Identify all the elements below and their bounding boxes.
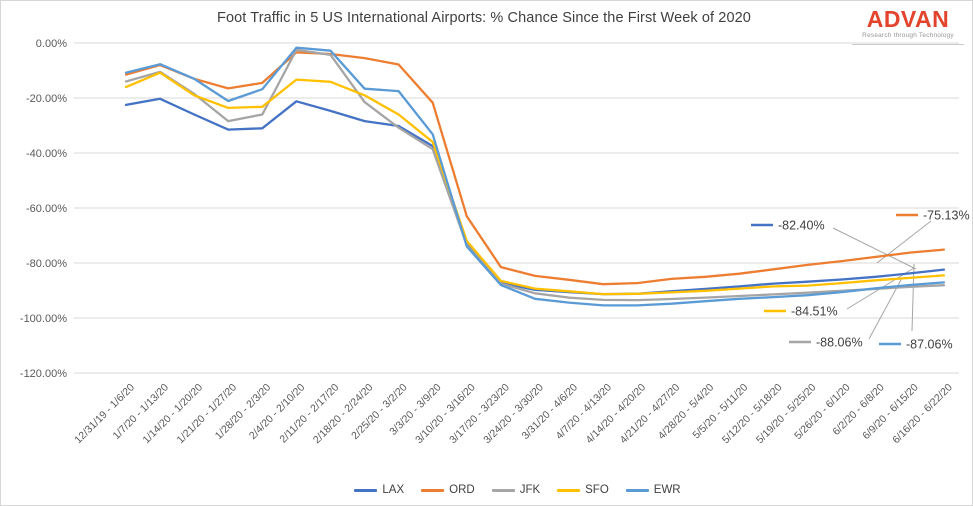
series-line-ORD[interactable]	[124, 51, 946, 286]
y-axis-tick-label: -20.00%	[26, 93, 67, 105]
series-line-LAX[interactable]	[124, 97, 946, 296]
advan-logo: ADVAN Research through Technology	[852, 6, 964, 46]
x-axis-tick-label: 3/24/20 - 3/30/20	[481, 381, 546, 446]
y-axis-tick-label: -40.00%	[26, 148, 67, 160]
legend-label: ORD	[449, 484, 475, 496]
x-axis-tick-label: 3/10/20 - 3/16/20	[413, 381, 478, 446]
advan-logo-tagline: Research through Technology	[862, 32, 954, 40]
legend-swatch-ORD	[421, 488, 445, 492]
legend-swatch-EWR	[625, 488, 649, 492]
annotation-leader-line	[911, 263, 915, 332]
y-axis-tick-label: -80.00%	[26, 258, 67, 270]
x-axis-tick-label: 3/17/20 - 3/23/20	[447, 381, 512, 446]
x-axis-tick-label: 4/21/20 - 4/27/20	[618, 381, 683, 446]
series-line-JFK[interactable]	[124, 48, 946, 302]
legend-swatch-SFO	[557, 488, 581, 492]
x-axis-tick-label: 4/14/20 - 4/20/20	[584, 381, 649, 446]
x-axis-tick-label: 12/31/19 - 1/6/20	[72, 381, 137, 446]
advan-logo-text: ADVAN	[866, 6, 950, 32]
y-axis-tick-label: -120.00%	[20, 368, 67, 380]
annotation-label-EWR[interactable]: -87.06%	[906, 338, 953, 352]
x-axis-tick-label: 5/19/20 - 5/25/20	[754, 381, 819, 446]
x-axis-tick-label: 2/18/20 - 2/24/20	[311, 381, 376, 446]
series-line-SFO[interactable]	[124, 71, 946, 296]
legend-label: JFK	[519, 484, 541, 496]
legend-label: EWR	[653, 484, 681, 496]
annotation-label-JFK[interactable]: -88.06%	[816, 336, 863, 350]
series-line-EWR[interactable]	[124, 46, 946, 307]
x-axis-tick-label: 5/12/20 - 5/18/20	[720, 381, 785, 446]
legend-item-SFO[interactable]: SFO	[557, 484, 609, 496]
annotation-leader-line	[832, 227, 917, 270]
legend-item-JFK[interactable]: JFK	[491, 484, 541, 496]
legend-swatch-LAX	[354, 488, 378, 492]
x-axis-tick-label: 6/16/20 - 6/22/20	[890, 381, 955, 446]
legend-label: LAX	[382, 484, 405, 496]
legend-swatch-JFK	[491, 488, 515, 492]
y-axis-tick-label: -100.00%	[20, 313, 67, 325]
annotation-label-SFO[interactable]: -84.51%	[791, 305, 838, 319]
legend-item-LAX[interactable]: LAX	[354, 484, 404, 496]
x-axis-tick-label: 2/11/20 - 2/17/20	[277, 381, 341, 445]
legend-item-ORD[interactable]: ORD	[421, 484, 475, 496]
legend-label: SFO	[585, 484, 609, 496]
y-axis-tick-label: 0.00%	[36, 38, 67, 50]
chart-legend: LAX ORD JFK SFO EWR	[74, 484, 961, 496]
logo-divider	[852, 44, 964, 46]
x-axis-tick-label: 1/21/20 - 1/27/20	[175, 381, 240, 446]
annotation-label-LAX[interactable]: -82.40%	[778, 219, 825, 233]
legend-item-EWR[interactable]: EWR	[625, 484, 681, 496]
chart-title[interactable]: Foot Traffic in 5 US International Airpo…	[217, 10, 751, 26]
x-axis-tick-label: 1/14/20 - 1/20/20	[140, 381, 205, 446]
y-axis-tick-label: -60.00%	[26, 203, 67, 215]
annotation-label-ORD[interactable]: -75.13%	[923, 209, 970, 223]
